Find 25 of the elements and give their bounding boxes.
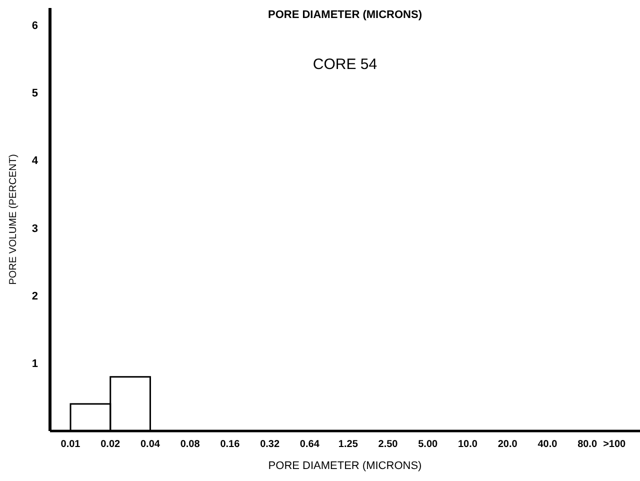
x-tick-label: 0.32 — [260, 439, 280, 450]
x-tick-label: 1.25 — [338, 439, 358, 450]
x-tick-label: 2.50 — [378, 439, 398, 450]
x-tick-label: 0.16 — [220, 439, 240, 450]
x-tick-label: 20.0 — [498, 439, 518, 450]
x-tick-label: 10.0 — [458, 439, 478, 450]
y-axis-title: PORE VOLUME (PERCENT) — [8, 154, 19, 285]
x-tick-label: 5.00 — [418, 439, 438, 450]
x-tick-label: 0.64 — [300, 439, 320, 450]
y-tick-label: 1 — [32, 358, 38, 370]
x-tick-label: >100 — [603, 439, 626, 450]
y-tick-label: 2 — [32, 290, 38, 302]
text: CORE 54 — [312, 56, 378, 73]
y-tick-label: 3 — [32, 222, 38, 235]
x-tick-label: 0.08 — [180, 439, 200, 450]
y-tick-label: 4 — [32, 155, 39, 168]
x-tick-label: 40.0 — [538, 439, 558, 450]
x-axis-title: PORE DIAMETER (MICRONS) — [268, 460, 422, 472]
chart-title: PORE DIAMETER (MICRONS) — [268, 9, 422, 21]
y-tick-label: 5 — [32, 87, 38, 100]
y-tick-label: 6 — [32, 20, 38, 32]
x-tick-label: 80.0 — [578, 439, 598, 450]
x-tick-label: 0.02 — [100, 439, 121, 450]
x-tick-label: 0.04 — [140, 439, 160, 450]
x-tick-label: 0.01 — [60, 439, 81, 450]
